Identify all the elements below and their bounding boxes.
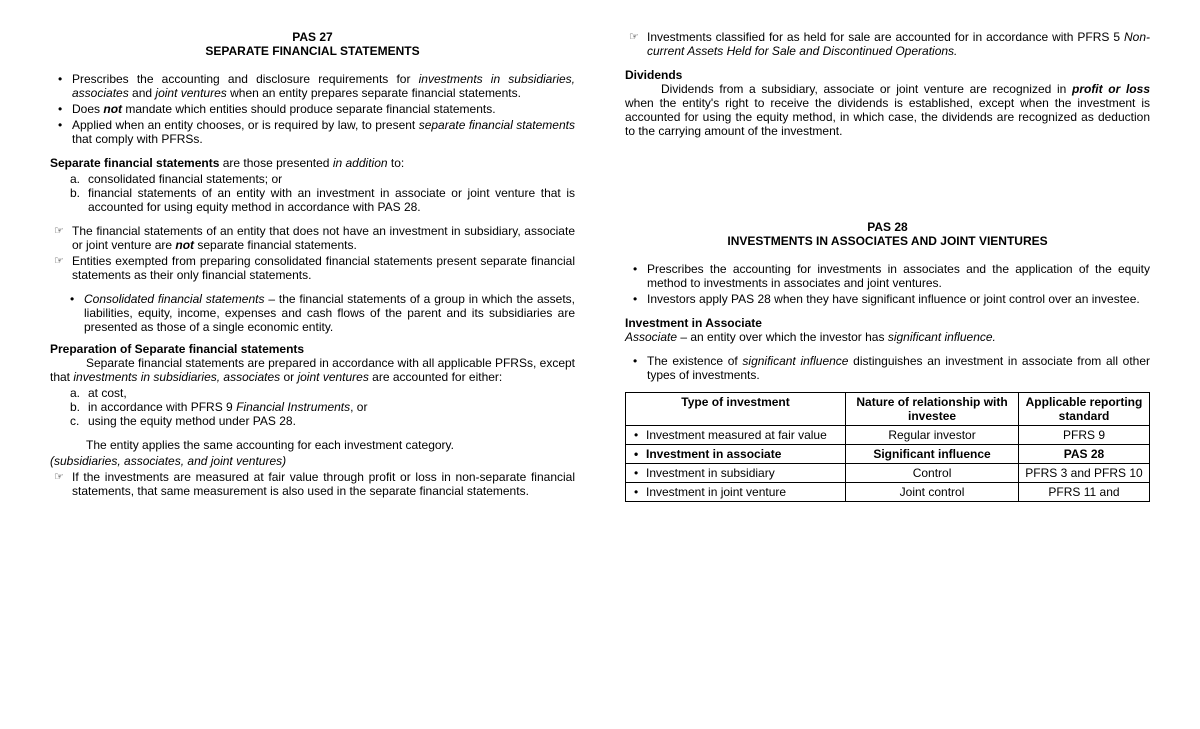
held-for-sale-note: Investments classified for as held for s… [625,30,1150,58]
col-type: Type of investment [626,393,846,426]
pas27-name: SEPARATE FINANCIAL STATEMENTS [50,44,575,58]
list-item: c.using the equity method under PAS 28. [88,414,575,428]
pas27-intro-bullets: Prescribes the accounting and disclosure… [50,72,575,146]
pas28-code: PAS 28 [625,220,1150,234]
significant-influence-bullet: The existence of significant influence d… [625,354,1150,382]
bullet: Prescribes the accounting and disclosure… [72,72,575,100]
note: Entities exempted from preparing consoli… [72,254,575,282]
col-standard: Applicable reporting standard [1018,393,1149,426]
table-row: Investment measured at fair value Regula… [626,426,1150,445]
pas28-intro-bullets: Prescribes the accounting for investment… [625,262,1150,306]
same-accounting: The entity applies the same accounting f… [50,438,575,452]
pas27-code: PAS 27 [50,30,575,44]
hand-notes: The financial statements of an entity th… [50,224,575,282]
separate-addition-list: a.consolidated financial statements; or … [50,172,575,214]
consolidated-def: Consolidated financial statements – the … [50,292,575,334]
spacer [625,140,1150,220]
list-item: b.in accordance with PFRS 9 Financial In… [88,400,575,414]
list-item: a.at cost, [88,386,575,400]
pas28-title: PAS 28 INVESTMENTS IN ASSOCIATES AND JOI… [625,220,1150,248]
fv-note: If the investments are measured at fair … [50,470,575,498]
bullet: Does not mandate which entities should p… [72,102,575,116]
same-accounting-note: (subsidiaries, associates, and joint ven… [50,454,575,468]
associate-definition: Associate – an entity over which the inv… [625,330,1150,344]
left-column: PAS 27 SEPARATE FINANCIAL STATEMENTS Pre… [50,30,575,699]
pas28-name: INVESTMENTS IN ASSOCIATES AND JOINT VIEN… [625,234,1150,248]
table-row-highlight: Investment in associate Significant infl… [626,445,1150,464]
col-nature: Nature of relationship with investee [846,393,1019,426]
right-column: Investments classified for as held for s… [625,30,1150,699]
note: Investments classified for as held for s… [647,30,1150,58]
table-row: Investment in joint venture Joint contro… [626,483,1150,502]
table-row: Investment in subsidiary Control PFRS 3 … [626,464,1150,483]
preparation-heading: Preparation of Separate financial statem… [50,342,575,356]
investment-type-table: Type of investment Nature of relationshi… [625,392,1150,502]
separate-definition: Separate financial statements are those … [50,156,575,170]
preparation-para: Separate financial statements are prepar… [50,356,575,384]
list-item: a.consolidated financial statements; or [88,172,575,186]
dividends-heading: Dividends [625,68,1150,82]
investment-associate-heading: Investment in Associate [625,316,1150,330]
note: The financial statements of an entity th… [72,224,575,252]
pas27-title: PAS 27 SEPARATE FINANCIAL STATEMENTS [50,30,575,58]
list-item: b.financial statements of an entity with… [88,186,575,214]
bullet: Prescribes the accounting for investment… [647,262,1150,290]
bullet: Applied when an entity chooses, or is re… [72,118,575,146]
bullet: The existence of significant influence d… [647,354,1150,382]
bullet: Investors apply PAS 28 when they have si… [647,292,1150,306]
note: If the investments are measured at fair … [72,470,575,498]
table-header-row: Type of investment Nature of relationshi… [626,393,1150,426]
dividends-para: Dividends from a subsidiary, associate o… [625,82,1150,138]
preparation-options: a.at cost, b.in accordance with PFRS 9 F… [50,386,575,428]
definition: Consolidated financial statements – the … [84,292,575,334]
